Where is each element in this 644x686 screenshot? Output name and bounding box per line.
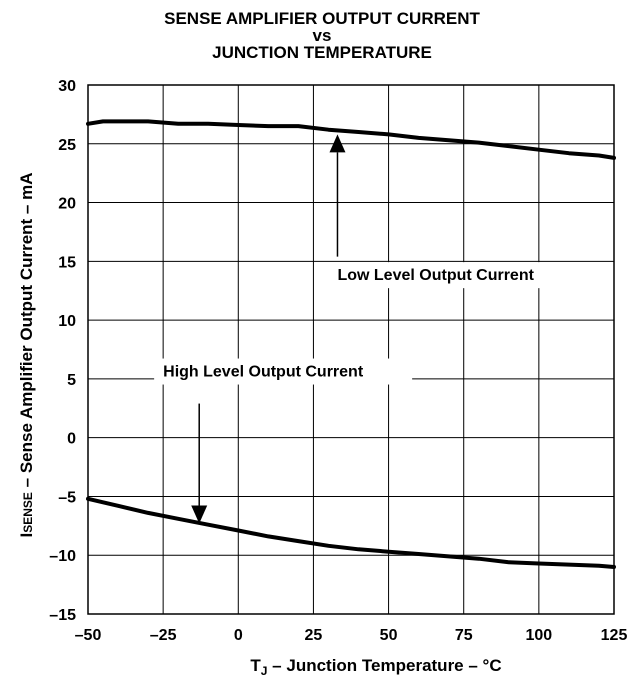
y-axis-label-main: I <box>17 532 36 538</box>
series-line-high-level <box>86 496 616 569</box>
series-layer <box>86 119 616 569</box>
y-tick-label: 15 <box>58 254 76 271</box>
x-tick-label: –25 <box>150 627 177 644</box>
chart-title-line-1: SENSE AMPLIFIER OUTPUT CURRENT <box>164 9 480 28</box>
annotation-label-background <box>328 262 577 289</box>
y-tick-label: 10 <box>58 313 76 330</box>
series-line-low-level <box>86 119 616 160</box>
y-tick-label: –15 <box>49 607 76 624</box>
grid-layer <box>87 84 615 615</box>
x-tick-label: 25 <box>305 627 323 644</box>
y-tick-label: 5 <box>67 372 76 389</box>
x-tick-label: 125 <box>601 627 628 644</box>
y-axis-label: ISENSE – Sense Amplifier Output Current … <box>17 172 37 537</box>
y-tick-label: –5 <box>58 489 76 506</box>
x-axis-label-subscript: J <box>260 664 268 678</box>
y-axis-label-rest: – Sense Amplifier Output Current – mA <box>17 172 36 493</box>
annotation-arrow-head <box>191 505 208 524</box>
y-axis-label-subscript: SENSE <box>21 492 35 533</box>
x-tick-label: 75 <box>455 627 473 644</box>
plot-frame <box>87 84 615 615</box>
y-tick-label: –10 <box>49 548 76 565</box>
x-tick-label: 50 <box>380 627 398 644</box>
y-tick-label: 20 <box>58 196 76 213</box>
y-tick-label: 0 <box>67 431 76 448</box>
y-tick-label: 30 <box>58 78 76 95</box>
x-tick-label: 0 <box>234 627 243 644</box>
x-tick-label: –50 <box>75 627 102 644</box>
annotation-label-low-level: Low Level Output Current <box>337 267 534 284</box>
annotation-label-high-level: High Level Output Current <box>163 364 364 381</box>
x-axis-label: TJ – Junction Temperature – °C <box>250 656 501 678</box>
x-tick-label: 100 <box>526 627 553 644</box>
chart-title-line-3: JUNCTION TEMPERATURE <box>212 43 432 62</box>
annotation-layer: Low Level Output Current High Level Outpu… <box>154 134 577 524</box>
annotation-arrow-head <box>329 134 346 153</box>
x-axis-label-main: T <box>250 656 261 675</box>
x-axis-label-rest: – Junction Temperature – °C <box>267 656 502 675</box>
chart-title-line-2: vs <box>312 26 332 45</box>
y-tick-label: 25 <box>58 137 76 154</box>
annotation-label-background <box>154 358 413 385</box>
